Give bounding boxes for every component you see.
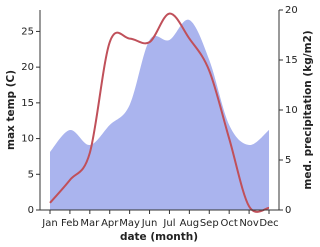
y-tick-label: 0: [28, 205, 34, 216]
x-tick-label: May: [119, 218, 140, 229]
x-tick-label: Aug: [180, 218, 200, 229]
x-tick-label: Mar: [80, 218, 100, 229]
temperature-line: [49, 12, 270, 213]
y2-tick-label: 10: [285, 105, 298, 116]
y2-tick-label: 15: [285, 55, 298, 66]
x-tick-label: Nov: [239, 218, 259, 229]
x-tick-label: Oct: [221, 218, 238, 229]
x-tick-label: Jul: [162, 218, 175, 229]
x-tick-label: Jun: [141, 218, 158, 229]
y2-tick-label: 5: [285, 155, 291, 166]
y2-tick-label: 20: [285, 5, 298, 16]
y-tick-label: 10: [21, 134, 34, 145]
y-tick-label: 5: [28, 169, 34, 180]
x-tick-label: Dec: [259, 218, 278, 229]
x-tick-label: Sep: [200, 218, 219, 229]
y2-axis-label: med. precipitation (kg/m2): [302, 30, 314, 189]
x-tick-label: Apr: [101, 218, 119, 229]
y-tick-label: 25: [21, 26, 34, 37]
x-tick-label: Feb: [61, 218, 79, 229]
x-tick-label: Jan: [41, 218, 57, 229]
y-tick-label: 15: [21, 98, 34, 109]
x-axis-label: date (month): [120, 231, 198, 243]
y-tick-label: 20: [21, 62, 34, 73]
precipitation-area: [50, 19, 269, 211]
y-axis-label: max temp (C): [5, 70, 17, 150]
y2-tick-label: 0: [285, 205, 291, 216]
